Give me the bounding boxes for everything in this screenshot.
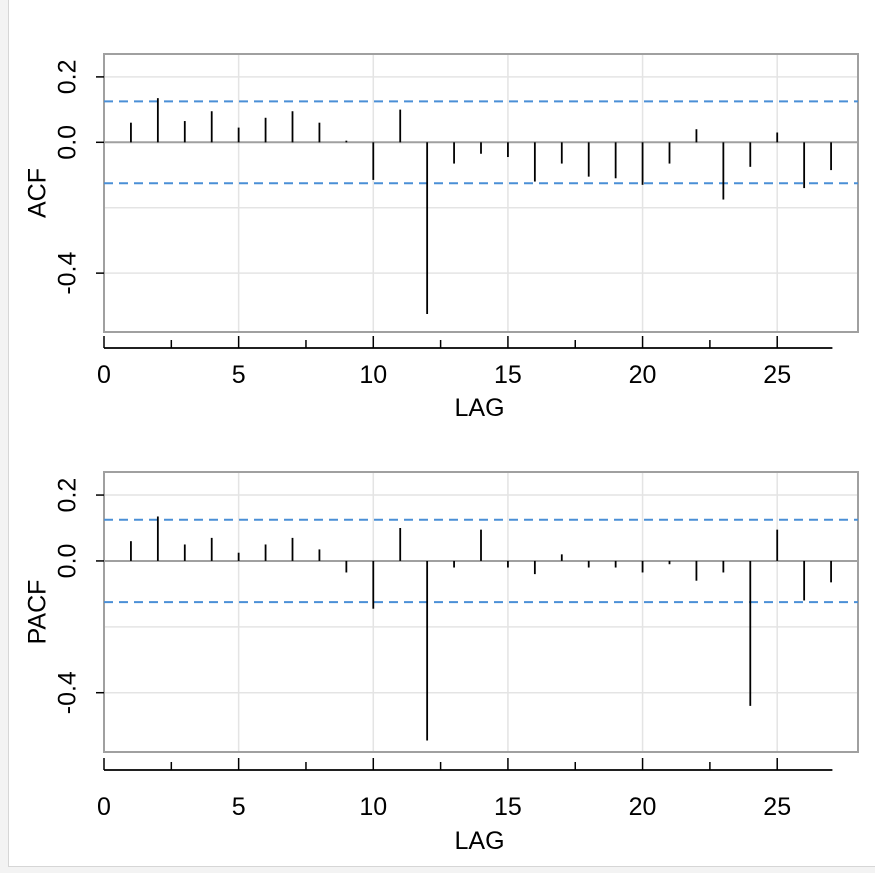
pacf-x-axis-title: LAG: [455, 827, 505, 855]
acf-ytick-label: 0.2: [54, 60, 82, 95]
acf-ytick-label: 0.0: [54, 125, 82, 160]
plot-panel: -0.4 0.0 0.2 ACF 0 5 10 15 20 25 LAG -0.4 0.0 0.2 PAC…: [8, 0, 875, 867]
pacf-xtick-label: 20: [629, 793, 657, 821]
acf-x-axis-title: LAG: [455, 394, 505, 422]
pacf-ytick-label: -0.4: [54, 671, 82, 714]
pacf-frame: [103, 471, 859, 753]
acf-ytick-label: -0.4: [54, 252, 82, 295]
pacf-plot: -0.4 0.0 0.2 PACF 0 5 10 15 20 25 LAG: [24, 471, 859, 855]
pacf-xtick-label: 15: [494, 793, 522, 821]
acf-xtick-label: 10: [359, 361, 387, 389]
pacf-xtick-label: 25: [763, 793, 791, 821]
acf-xtick-label: 15: [494, 361, 522, 389]
pacf-xtick-label: 10: [359, 793, 387, 821]
acf-frame: [103, 53, 859, 333]
acf-xtick-label: 0: [97, 361, 111, 389]
acf-xtick-label: 5: [232, 361, 246, 389]
pacf-xtick-label: 5: [232, 793, 246, 821]
pacf-y-axis-title: PACF: [24, 580, 52, 645]
pacf-ytick-label: 0.0: [54, 544, 82, 579]
pacf-ytick-label: 0.2: [54, 478, 82, 513]
acf-xtick-label: 20: [629, 361, 657, 389]
acf-y-axis-title: ACF: [24, 168, 52, 218]
acf-plot: -0.4 0.0 0.2 ACF 0 5 10 15 20 25 LAG: [24, 53, 859, 422]
pacf-xtick-label: 0: [97, 793, 111, 821]
acf-pacf-chart: -0.4 0.0 0.2 ACF 0 5 10 15 20 25 LAG -0.4 0.0 0.2 PAC…: [24, 53, 859, 855]
acf-xtick-label: 25: [763, 361, 791, 389]
